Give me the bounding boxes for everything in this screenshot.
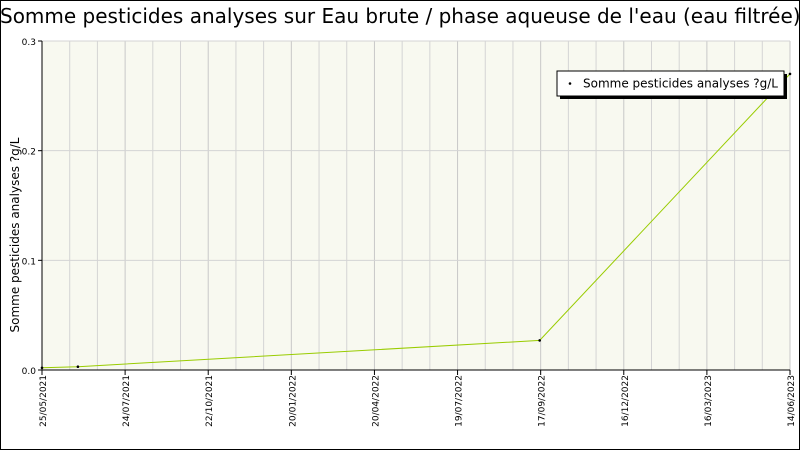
x-tick-label: 14/06/2023: [787, 375, 797, 427]
x-tick-label: 16/12/2022: [621, 375, 631, 427]
legend-label: Somme pesticides analyses ?g/L: [583, 77, 778, 91]
chart-title: Somme pesticides analyses sur Eau brute …: [0, 4, 800, 28]
x-tick-label: 22/10/2021: [205, 375, 215, 427]
legend-box: [556, 70, 785, 97]
x-tick-label: 17/09/2022: [538, 375, 548, 427]
legend-marker: [568, 82, 572, 85]
x-tick-label: 19/07/2022: [455, 375, 465, 427]
x-tick-label: 20/01/2022: [288, 375, 298, 427]
data-point: [40, 366, 44, 370]
series-line: [41, 73, 791, 369]
y-tick-label: 0.1: [22, 257, 36, 267]
data-point: [788, 72, 792, 76]
axes: 25/05/2021 24/07/2021 22/10/2021 20/01/2022…: [22, 38, 797, 427]
legend: Somme pesticides analyses ?g/L: [556, 70, 787, 99]
y-tick-label: 0.0: [22, 367, 37, 377]
x-tick-label: 25/05/2021: [39, 375, 49, 427]
x-tick-label: 16/03/2023: [704, 375, 714, 427]
y-tick-label: 0.3: [22, 38, 36, 48]
series-group: [40, 72, 792, 370]
x-tick-label: 20/04/2022: [371, 375, 381, 427]
data-point: [538, 339, 541, 342]
y-tick-label: 0.2: [22, 148, 36, 158]
x-tick-label: 24/07/2021: [122, 375, 132, 427]
data-point: [76, 365, 80, 369]
